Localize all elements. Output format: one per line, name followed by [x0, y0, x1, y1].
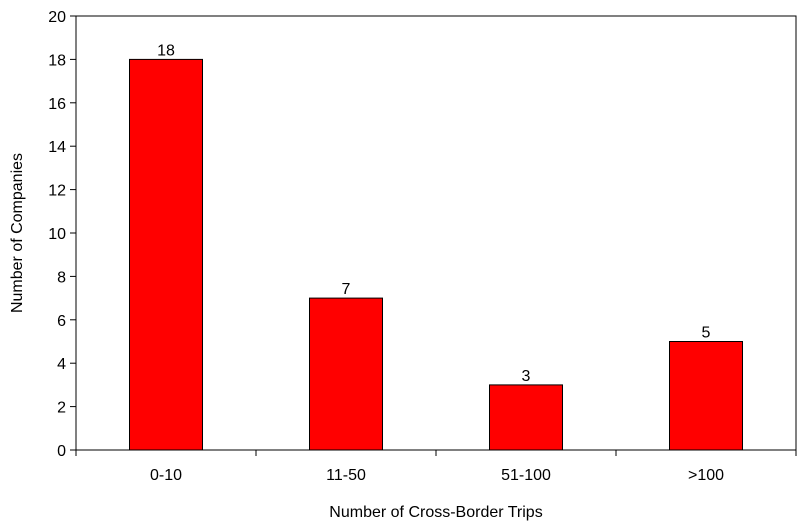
- y-tick-label: 4: [57, 356, 66, 373]
- y-tick-label: 18: [48, 52, 66, 69]
- bar: [129, 58, 203, 451]
- y-axis-ticks: 0 2 4 6 8 10 12 14 16 18 20: [48, 9, 76, 460]
- bar-value-label: 3: [522, 368, 531, 385]
- data-labels: 18 7 3 5: [157, 42, 711, 385]
- y-tick-label: 6: [57, 313, 66, 330]
- plot-area-frame: [75, 15, 797, 451]
- bars: [129, 58, 743, 451]
- y-tick-label: 2: [57, 400, 66, 417]
- x-axis-ticks: 0-10 11-50 51-100 >100: [75, 450, 797, 484]
- y-tick-label: 16: [48, 96, 66, 113]
- y-tick-label: 8: [57, 269, 66, 286]
- y-tick-label: 14: [48, 139, 66, 156]
- x-tick-label: 0-10: [150, 467, 182, 484]
- x-tick-label: 11-50: [326, 467, 366, 484]
- bar: [309, 297, 383, 451]
- y-tick-label: 20: [48, 9, 66, 26]
- bar-value-label: 18: [157, 42, 175, 59]
- x-tick-label: >100: [688, 467, 724, 484]
- x-tick-label: 51-100: [501, 467, 551, 484]
- y-tick-label: 10: [48, 226, 66, 243]
- y-tick-label: 0: [57, 443, 66, 460]
- bar: [489, 384, 563, 451]
- bar-value-label: 7: [342, 281, 351, 298]
- y-tick-label: 12: [48, 183, 66, 200]
- y-axis-title: Number of Companies: [9, 153, 26, 313]
- x-axis-title: Number of Cross-Border Trips: [329, 504, 542, 521]
- bar-value-label: 5: [702, 325, 711, 342]
- bar: [669, 341, 743, 451]
